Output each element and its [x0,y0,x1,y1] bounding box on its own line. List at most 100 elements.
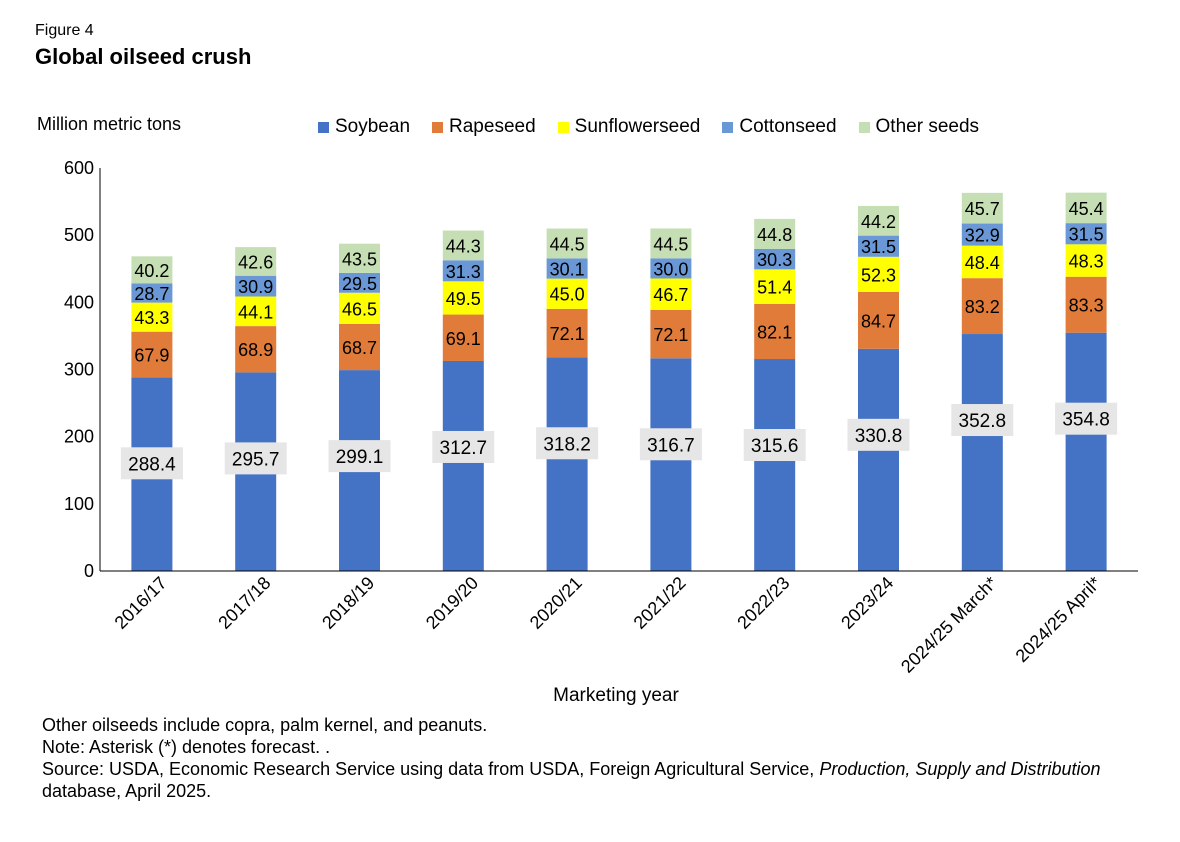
data-label-rapeseed: 67.9 [134,345,169,365]
x-tick-label: 2023/24 [837,573,897,633]
data-label-rapeseed: 72.1 [653,325,688,345]
data-label-rapeseed: 69.1 [446,329,481,349]
data-label-soybean: 352.8 [959,411,1007,432]
bar-cottonseed [650,258,692,279]
legend-swatch-sunflowerseed [557,121,569,133]
bar-rapeseed [1065,276,1107,333]
bar-cottonseed [546,258,588,279]
bar-rapeseed [650,309,692,359]
data-label-sunflowerseed: 46.7 [653,285,688,305]
x-tick-label: 2020/21 [526,573,586,633]
data-label-soybean: 288.4 [128,454,176,475]
bar-soybean [961,334,1003,571]
legend-item-rapeseed: Rapeseed [432,116,536,138]
bar-other-seeds [754,218,796,250]
legend-item-other-seeds: Other seeds [858,116,980,138]
bar-cottonseed [754,249,796,270]
bar-sunflowerseed [131,302,173,332]
bar-rapeseed [858,291,899,349]
data-label-cottonseed: 29.5 [342,274,377,294]
bar-rapeseed [442,314,484,361]
data-label-soybean: 295.7 [232,449,280,470]
chart-title: Global oilseed crush [35,44,252,69]
legend-item-cottonseed: Cottonseed [722,116,837,138]
figure-label: Figure 4 [35,22,94,39]
data-label-cottonseed: 28.7 [134,284,169,304]
bar-sunflowerseed [442,281,484,315]
bar-rapeseed [235,326,277,373]
data-label-sunflowerseed: 48.3 [1069,252,1104,272]
bar-sunflowerseed [754,269,796,304]
bar-sunflowerseed [858,256,899,292]
bar-cottonseed [961,223,1003,246]
bar-sunflowerseed [961,245,1003,279]
legend-label-other-seeds: Other seeds [875,116,980,137]
footnotes: Other oilseeds include copra, palm kerne… [42,714,1142,802]
data-label-rapeseed: 68.7 [342,338,377,358]
legend-item-sunflowerseed: Sunflowerseed [557,116,700,138]
data-label-soybean: 330.8 [855,426,903,447]
bar-soybean [754,359,796,571]
data-label-box [639,428,702,461]
x-tick-label: 2021/22 [630,573,690,633]
bar-other-seeds [442,230,484,261]
bar-other-seeds [131,256,173,284]
bar-other-seeds [339,243,380,273]
data-label-cottonseed: 30.9 [238,277,273,297]
data-label-other-seeds: 40.2 [134,261,169,281]
y-tick-label: 200 [64,427,94,447]
bar-cottonseed [235,275,277,297]
legend-swatch-rapeseed [432,121,444,133]
data-label-cottonseed: 31.5 [1069,225,1104,245]
data-label-cottonseed: 30.1 [550,260,585,280]
x-tick-label: 2016/17 [111,573,171,633]
source-note: Source: USDA, Economic Research Service … [42,758,1142,802]
bar-other-seeds [1065,192,1107,224]
bar-soybean [546,357,588,571]
bar-cottonseed [858,235,899,257]
bar-rapeseed [754,303,796,360]
bar-sunflowerseed [546,278,588,309]
bar-soybean [442,360,484,571]
data-label-sunflowerseed: 46.5 [342,299,377,319]
data-label-box [743,429,806,462]
data-label-soybean: 299.1 [336,447,384,468]
data-label-box [224,442,287,475]
data-label-sunflowerseed: 43.3 [134,308,169,328]
data-label-box [847,418,910,451]
data-label-box [432,430,495,463]
bar-cottonseed [339,272,380,293]
bar-rapeseed [339,323,380,371]
bar-rapeseed [961,278,1003,335]
data-label-box [120,447,183,480]
data-label-other-seeds: 43.5 [342,249,377,269]
legend-label-cottonseed: Cottonseed [739,116,837,137]
bar-other-seeds [961,192,1003,224]
data-label-cottonseed: 30.0 [653,259,688,279]
data-label-box [951,404,1014,437]
legend-swatch-other-seeds [858,121,870,133]
note-asterisk: Note: Asterisk (*) denotes forecast. . [42,737,331,757]
y-tick-label: 300 [64,360,94,380]
x-tick-label: 2017/18 [214,573,274,633]
x-tick-label: 2024/25 March* [897,573,1001,677]
data-label-rapeseed: 83.2 [965,297,1000,317]
bar-rapeseed [131,331,173,378]
bar-cottonseed [131,283,173,303]
bar-rapeseed [546,308,588,358]
data-label-soybean: 312.7 [440,438,488,459]
legend-label-soybean: Soybean [335,116,411,137]
data-label-rapeseed: 72.1 [550,324,585,344]
source-prefix: Source: USDA, Economic Research Service … [42,759,820,779]
data-label-cottonseed: 31.3 [446,262,481,282]
data-label-soybean: 315.6 [751,436,799,457]
data-label-sunflowerseed: 51.4 [757,278,792,298]
x-axis-label: Marketing year [553,685,679,706]
data-label-other-seeds: 44.3 [446,236,481,256]
data-label-box [328,440,391,473]
data-label-other-seeds: 42.6 [238,252,273,272]
note-other-oilseeds: Other oilseeds include copra, palm kerne… [42,715,488,735]
data-label-soybean: 318.2 [543,434,591,455]
bar-other-seeds [546,228,588,259]
